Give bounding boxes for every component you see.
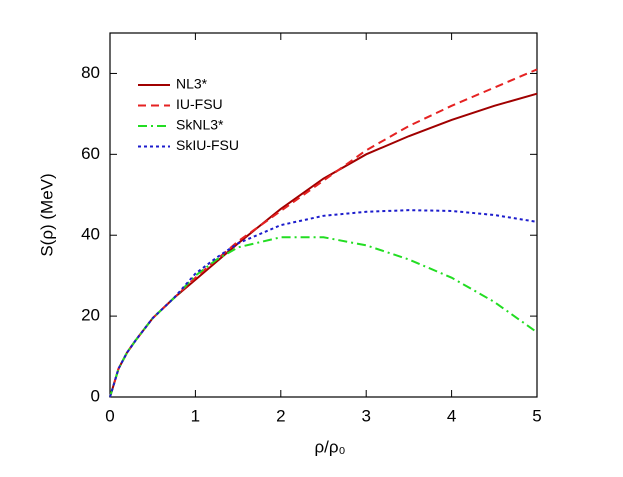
- legend-label: NL3*: [176, 76, 208, 92]
- y-tick-label: 60: [81, 144, 100, 163]
- series-line: [109, 236, 538, 398]
- legend-label: SkIU-FSU: [176, 137, 239, 153]
- series-line: [109, 92, 538, 398]
- x-tick-label: 3: [361, 406, 370, 425]
- y-axis-label: S(ρ) (MeV): [37, 173, 56, 256]
- x-tick-label: 1: [191, 406, 200, 425]
- y-tick-label: 20: [81, 306, 100, 325]
- legend-label: SkNL3*: [176, 117, 224, 133]
- x-tick-label: 4: [447, 406, 456, 425]
- series-line: [109, 68, 538, 398]
- plot-frame: [109, 32, 538, 398]
- x-tick-label: 5: [532, 406, 541, 425]
- x-axis-label: ρ/ρ₀: [314, 437, 345, 456]
- y-tick-label: 0: [91, 386, 100, 405]
- legend-label: IU-FSU: [176, 96, 223, 112]
- y-tick-label: 40: [81, 225, 100, 244]
- y-tick-label: 80: [81, 63, 100, 82]
- x-tick-label: 0: [105, 406, 114, 425]
- series-line: [109, 209, 538, 398]
- x-tick-label: 2: [276, 406, 285, 425]
